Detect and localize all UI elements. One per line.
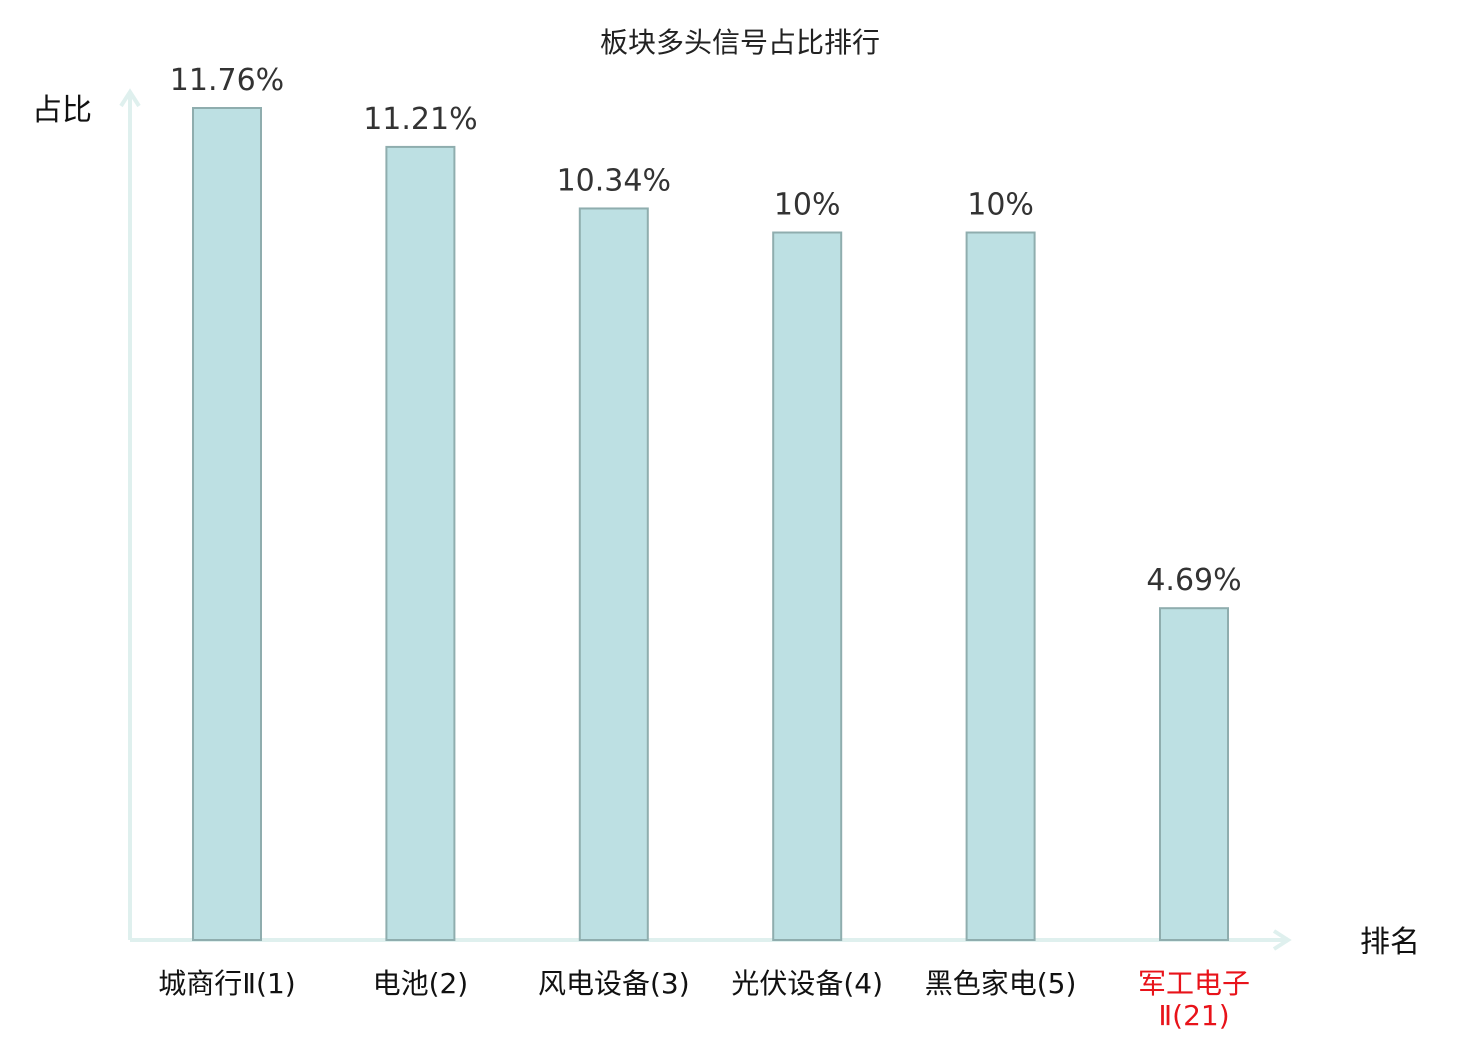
category-label: 黑色家电(5) (925, 967, 1077, 1000)
value-label: 4.69% (1146, 563, 1241, 598)
chart-title: 板块多头信号占比排行 (600, 26, 880, 59)
bar (965, 231, 1036, 941)
labels-group: 11.76% 城商行Ⅱ(1) 11.21% 电池(2) 10.34% 风电设备(3) 10%… (158, 63, 1250, 1032)
value-label: 10% (774, 188, 841, 223)
category-label: 城商行Ⅱ(1) (158, 967, 295, 1000)
bars-group (192, 107, 1229, 941)
value-label: 11.21% (363, 102, 477, 137)
value-label: 10% (967, 188, 1034, 223)
y-axis-arrow (119, 88, 141, 108)
category-label: 风电设备(3) (538, 967, 690, 1000)
category-label-line: 城商行Ⅱ(1) (158, 967, 295, 1000)
category-label: 光伏设备(4) (731, 967, 883, 1000)
category-label-line: Ⅱ(21) (1158, 999, 1229, 1032)
category-label-line: 军工电子 (1138, 967, 1250, 1000)
category-label-line: 光伏设备(4) (731, 967, 883, 1000)
value-label: 11.76% (170, 63, 284, 98)
value-label: 10.34% (557, 163, 671, 198)
category-label: 军工电子 Ⅱ(21) (1138, 967, 1250, 1032)
bar (385, 145, 456, 941)
bar (578, 207, 649, 941)
bar (192, 107, 262, 941)
x-axis-arrow (1272, 929, 1292, 951)
bar (1159, 607, 1229, 941)
y-axis-label: 占比 (32, 93, 92, 128)
category-label-line: 电池(2) (373, 967, 469, 1000)
axes (119, 88, 1292, 951)
x-axis-label: 排名 (1360, 925, 1420, 960)
category-label: 电池(2) (373, 967, 469, 1000)
category-label-line: 黑色家电(5) (925, 967, 1077, 1000)
category-label-line: 风电设备(3) (538, 967, 690, 1000)
bar (772, 231, 843, 941)
